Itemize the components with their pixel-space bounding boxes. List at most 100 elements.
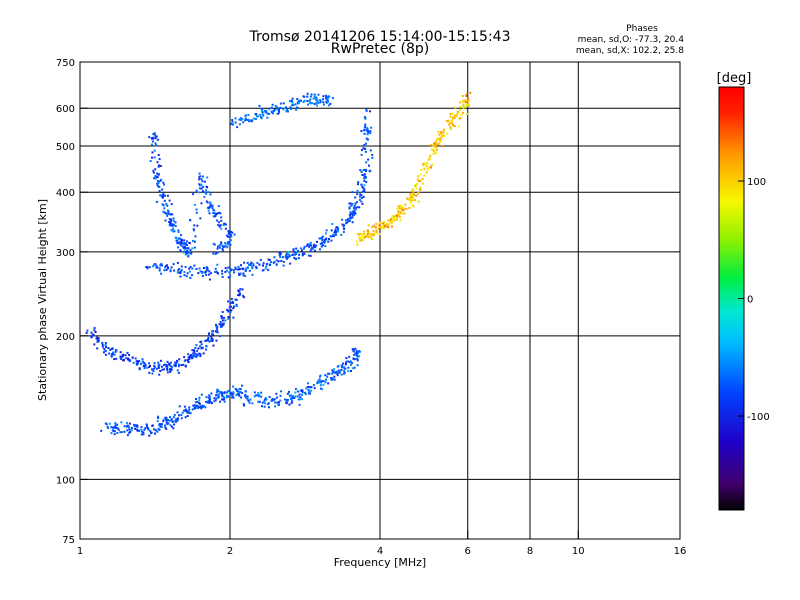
- echo-point: [289, 106, 292, 109]
- echo-point: [234, 298, 237, 301]
- echo-point: [212, 215, 215, 218]
- echo-point: [367, 224, 370, 227]
- echo-point: [358, 236, 361, 239]
- echo-point: [435, 140, 438, 143]
- echo-point: [365, 181, 368, 184]
- echo-point: [303, 99, 306, 102]
- echo-point: [316, 382, 319, 385]
- echo-point: [319, 384, 322, 387]
- echo-point: [425, 165, 428, 168]
- echo-point: [248, 401, 251, 404]
- echo-point: [351, 221, 354, 224]
- echo-point: [299, 398, 302, 401]
- echo-point: [462, 107, 465, 110]
- echo-point: [223, 400, 226, 403]
- echo-point: [438, 137, 441, 140]
- echo-point: [466, 112, 469, 115]
- echo-point: [359, 238, 361, 241]
- echo-point: [243, 261, 246, 264]
- echo-point: [200, 343, 203, 346]
- echo-point: [213, 400, 216, 403]
- echo-point: [148, 371, 151, 374]
- echo-point: [259, 258, 262, 261]
- echo-point: [405, 207, 408, 210]
- echo-point: [423, 162, 426, 165]
- echo-point: [146, 267, 149, 270]
- echo-point: [175, 420, 177, 423]
- echo-point: [365, 168, 367, 171]
- echo-point: [391, 225, 393, 228]
- echo-point: [382, 226, 385, 229]
- echo-point: [377, 228, 380, 230]
- echo-point: [131, 427, 133, 429]
- echo-point: [414, 184, 417, 187]
- y-tick-label: 500: [56, 142, 75, 153]
- echo-point: [358, 355, 361, 358]
- echo-point: [162, 210, 165, 213]
- echo-point: [136, 429, 139, 432]
- echo-point: [168, 224, 171, 227]
- echo-point: [415, 194, 418, 197]
- chart-subtitle: RwPretec (8p): [331, 41, 429, 57]
- echo-point: [268, 259, 271, 261]
- echo-point: [187, 353, 190, 356]
- echo-point: [430, 148, 433, 151]
- echo-point: [174, 221, 177, 224]
- echo-point: [241, 117, 244, 120]
- echo-point: [296, 106, 298, 109]
- echo-point: [199, 175, 202, 178]
- echo-point: [166, 371, 169, 374]
- echo-point: [195, 208, 198, 211]
- echo-point: [423, 174, 426, 177]
- echo-point: [176, 369, 179, 372]
- echo-point: [189, 266, 192, 269]
- echo-point: [211, 204, 214, 207]
- echo-point: [225, 269, 228, 272]
- echo-point: [285, 110, 288, 113]
- echo-point: [353, 204, 356, 207]
- echo-point: [346, 219, 349, 222]
- echo-point: [125, 422, 128, 424]
- echo-point: [312, 97, 315, 100]
- echo-point: [110, 348, 113, 350]
- echo-point: [136, 424, 139, 427]
- echo-point: [295, 247, 298, 250]
- echo-point: [363, 236, 366, 239]
- echo-point: [265, 265, 268, 268]
- echo-point: [331, 235, 334, 238]
- echo-point: [154, 137, 157, 140]
- echo-point: [171, 223, 174, 226]
- echo-point: [307, 389, 310, 392]
- echo-point: [368, 164, 370, 167]
- echo-point: [332, 234, 335, 236]
- echo-point: [202, 175, 204, 178]
- echo-point: [120, 421, 123, 424]
- echo-point: [273, 401, 276, 404]
- echo-point: [174, 362, 177, 365]
- echo-point: [183, 271, 186, 273]
- echo-point: [222, 324, 225, 327]
- echo-point: [200, 184, 203, 187]
- echo-point: [343, 224, 346, 227]
- echo-point: [356, 243, 359, 246]
- echo-point: [231, 120, 234, 123]
- echo-point: [440, 133, 443, 136]
- echo-point: [268, 396, 271, 398]
- echo-point: [238, 391, 241, 394]
- echo-point: [371, 156, 374, 159]
- echo-point: [157, 165, 160, 168]
- echo-point: [279, 102, 282, 105]
- echo-point: [166, 423, 169, 426]
- echo-point: [208, 206, 211, 209]
- echo-point: [406, 198, 409, 201]
- echo-point: [116, 432, 119, 434]
- echo-point: [252, 263, 255, 266]
- echo-point: [169, 424, 172, 427]
- chart-title: Tromsø 20141206 15:14:00-15:15:43: [249, 29, 511, 45]
- echo-point: [199, 217, 202, 220]
- echo-point: [142, 433, 145, 436]
- echo-point: [214, 397, 217, 400]
- echo-point: [307, 103, 309, 106]
- echo-point: [260, 395, 263, 398]
- echo-point: [241, 267, 244, 270]
